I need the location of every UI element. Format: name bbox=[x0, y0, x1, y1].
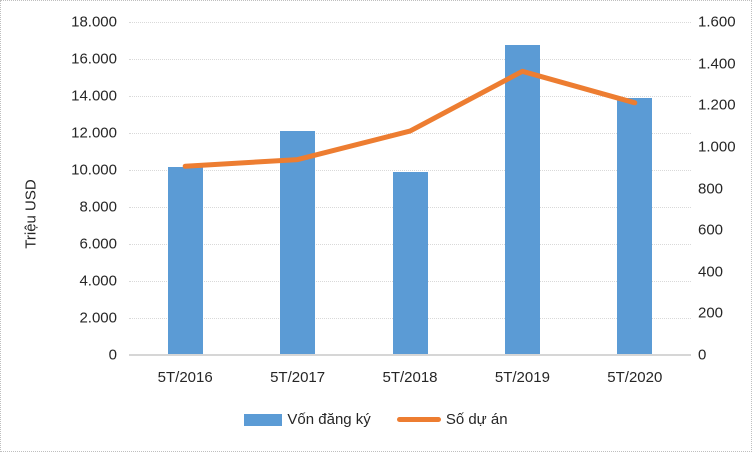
line-series bbox=[182, 68, 638, 169]
right-axis-tick-label: 800 bbox=[698, 180, 724, 197]
right-axis-tick-label: 1.000 bbox=[698, 138, 736, 156]
x-axis-tick-label: 5T/2016 bbox=[157, 369, 213, 386]
left-axis-tick-label: 4.000 bbox=[79, 272, 117, 290]
gridline bbox=[129, 59, 691, 60]
left-axis-tick-label: 10.000 bbox=[71, 161, 117, 179]
left-axis-tick-label: 0 bbox=[108, 346, 117, 364]
x-axis-line bbox=[129, 354, 691, 356]
line-series-swatch bbox=[396, 417, 441, 422]
left-axis-tick-label: 2.000 bbox=[79, 309, 117, 327]
bar bbox=[392, 171, 428, 355]
plot-area bbox=[129, 22, 691, 355]
right-axis-tick-label: 400 bbox=[698, 263, 724, 281]
x-axis-tick-label: 5T/2020 bbox=[607, 369, 663, 386]
right-axis-tick-label: 0 bbox=[698, 346, 707, 364]
bar bbox=[167, 167, 203, 355]
right-axis-tick-label: 600 bbox=[698, 221, 724, 239]
right-axis-tick-label: 1.200 bbox=[698, 96, 736, 114]
left-axis-tick-label: 8.000 bbox=[79, 198, 117, 216]
x-axis-tick-label: 5T/2017 bbox=[270, 369, 326, 386]
x-axis-tick-label: 5T/2019 bbox=[494, 369, 550, 386]
x-axis-tick-label: 5T/2018 bbox=[382, 369, 438, 386]
right-axis-tick-label: 1.400 bbox=[698, 55, 736, 73]
left-axis-tick-label: 12.000 bbox=[71, 124, 117, 142]
bar bbox=[280, 130, 316, 355]
bar bbox=[504, 45, 540, 355]
gridline bbox=[129, 96, 691, 97]
legend-item-bar-series: Vốn đăng ký bbox=[244, 411, 371, 428]
left-axis-tick-label: 16.000 bbox=[71, 50, 117, 68]
bar-series-swatch bbox=[244, 413, 283, 426]
legend-label: Số dự án bbox=[445, 411, 508, 428]
left-axis-tick-label: 18.000 bbox=[71, 13, 117, 31]
left-axis-title: Triệu USD bbox=[22, 179, 40, 249]
left-axis-tick-label: 6.000 bbox=[79, 235, 117, 253]
gridline bbox=[129, 170, 691, 171]
right-axis-tick-label: 200 bbox=[698, 304, 724, 322]
gridline bbox=[129, 22, 691, 23]
line-path bbox=[182, 68, 638, 169]
legend-item-line-series: Số dự án bbox=[396, 411, 508, 428]
right-axis-tick-label: 1.600 bbox=[698, 13, 736, 31]
left-axis-tick-label: 14.000 bbox=[71, 87, 117, 105]
legend: Vốn đăng ký Số dự án bbox=[1, 411, 751, 428]
bar bbox=[617, 98, 653, 355]
legend-label: Vốn đăng ký bbox=[287, 411, 371, 428]
